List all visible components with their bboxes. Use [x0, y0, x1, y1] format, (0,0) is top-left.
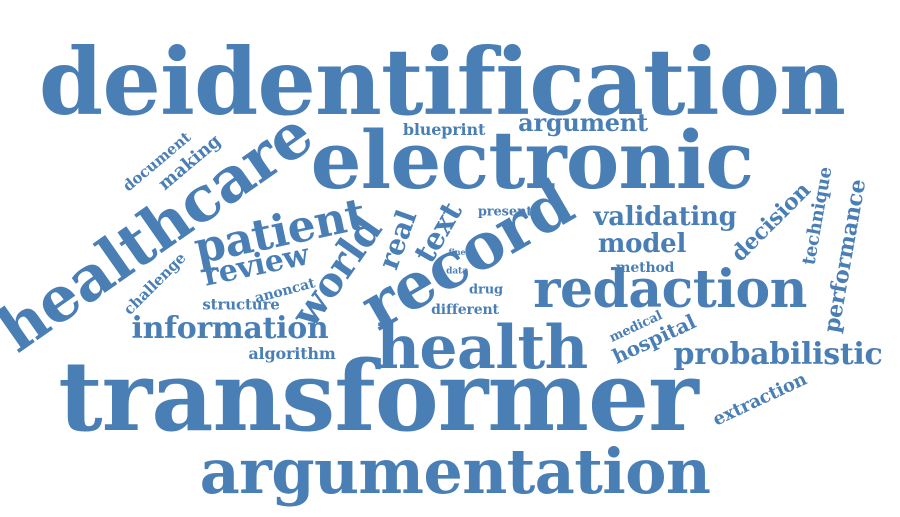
word-deidentification: deidentification: [38, 28, 846, 136]
word-transformer: transformer: [58, 340, 699, 453]
word-data: data: [446, 266, 468, 277]
word-argument: argument: [518, 108, 648, 137]
word-structure: structure: [202, 295, 280, 314]
word-present: present: [477, 204, 533, 220]
word-information: information: [131, 311, 329, 346]
word-probabilistic: probabilistic: [673, 337, 883, 372]
word-different: different: [431, 302, 499, 318]
word-extraction: extraction: [709, 368, 811, 431]
word-method: method: [615, 260, 675, 276]
word-technique: technique: [798, 165, 837, 267]
word-algorithm: algorithm: [248, 344, 336, 363]
word-blueprint: blueprint: [402, 120, 486, 139]
word-electronic: electronic: [310, 113, 754, 207]
word-argumentation: argumentation: [199, 435, 711, 508]
word-model: model: [597, 229, 687, 259]
word-redaction: redaction: [533, 259, 807, 320]
word-validating: validating: [593, 202, 737, 232]
word-drug: drug: [469, 282, 503, 298]
word-fine: fine: [448, 247, 466, 257]
word-health: health: [376, 313, 588, 383]
